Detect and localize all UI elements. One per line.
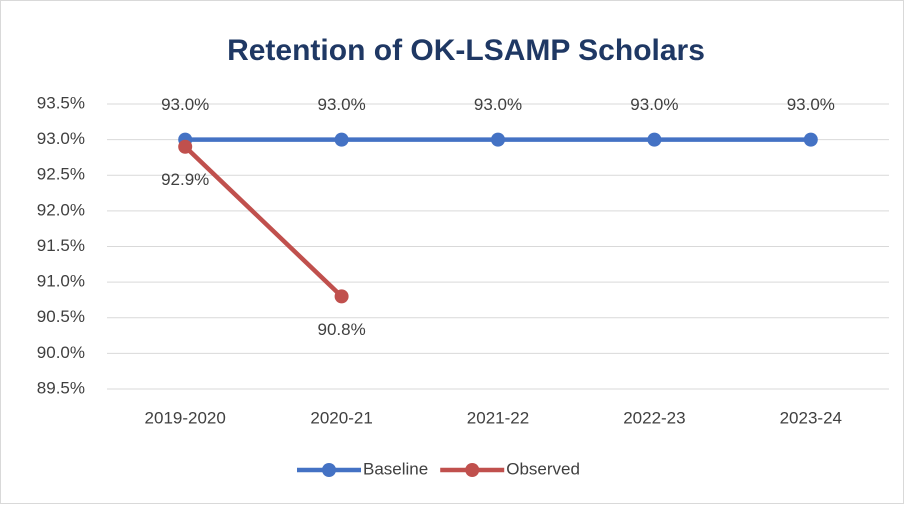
data-label: 93.0% bbox=[630, 95, 678, 114]
data-label: 92.9% bbox=[161, 170, 209, 189]
point bbox=[178, 139, 193, 154]
y-tick-label: 89.5% bbox=[37, 378, 85, 397]
y-tick-label: 90.0% bbox=[37, 343, 85, 362]
chart-title: Retention of OK-LSAMP Scholars bbox=[227, 34, 705, 67]
point bbox=[491, 132, 505, 147]
legend-label: Observed bbox=[506, 459, 580, 478]
legend-marker bbox=[465, 463, 480, 477]
x-tick-label: 2023-24 bbox=[780, 408, 842, 427]
y-tick-label: 93.0% bbox=[37, 129, 85, 148]
data-label: 93.0% bbox=[474, 95, 522, 114]
x-tick-label: 2020-21 bbox=[310, 408, 372, 427]
point bbox=[334, 289, 349, 304]
y-tick-label: 92.5% bbox=[37, 165, 85, 184]
point bbox=[334, 132, 349, 147]
legend-marker bbox=[322, 463, 336, 477]
point bbox=[803, 132, 818, 147]
y-tick-label: 91.5% bbox=[37, 236, 85, 255]
data-label: 93.0% bbox=[317, 95, 365, 114]
data-label: 93.0% bbox=[161, 95, 209, 114]
data-label: 90.8% bbox=[317, 320, 365, 339]
x-tick-label: 2022-23 bbox=[623, 408, 685, 427]
y-tick-label: 90.5% bbox=[37, 307, 85, 326]
series-line bbox=[183, 145, 344, 299]
y-tick-label: 92.0% bbox=[37, 200, 85, 219]
point bbox=[647, 132, 662, 147]
x-tick-label: 2021-22 bbox=[467, 408, 529, 427]
data-label: 93.0% bbox=[787, 95, 835, 114]
legend-label: Baseline bbox=[363, 459, 428, 478]
x-tick-label: 2019-2020 bbox=[145, 408, 226, 427]
y-tick-label: 91.0% bbox=[37, 272, 85, 291]
y-tick-label: 93.5% bbox=[37, 93, 85, 112]
